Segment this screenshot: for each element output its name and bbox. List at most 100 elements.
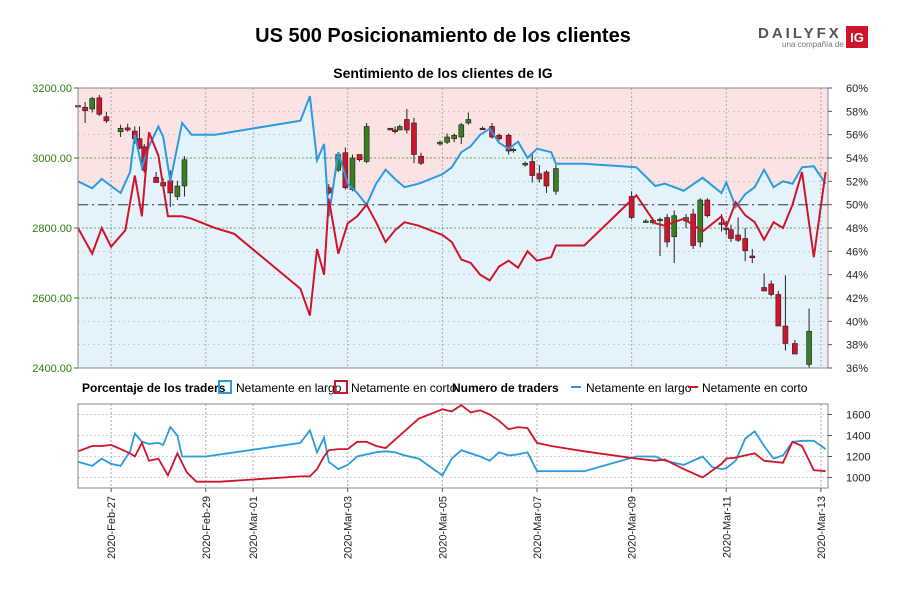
date-axis: 2020-Feb-27 2020-Feb-29 2020-Mar-01 2020-Ma… bbox=[106, 488, 828, 559]
candle-body bbox=[418, 155, 424, 164]
candle-body bbox=[704, 199, 711, 217]
chart-subtitle: Sentimiento de los clientes de IG bbox=[333, 65, 552, 81]
candle-body bbox=[153, 176, 159, 183]
percent-tick-label: 44% bbox=[846, 270, 868, 282]
price-tick-label: 2800.00 bbox=[32, 223, 72, 235]
candle bbox=[411, 117, 417, 164]
price-tick-label: 3200.00 bbox=[32, 83, 72, 95]
candle-body bbox=[510, 148, 517, 152]
candle-body bbox=[536, 173, 543, 180]
legend-pct-short-swatch bbox=[334, 380, 348, 394]
candle-body bbox=[761, 287, 767, 292]
candle-body bbox=[782, 325, 789, 344]
candle bbox=[479, 126, 486, 131]
candle bbox=[690, 208, 696, 249]
candle bbox=[363, 123, 370, 164]
candle-body bbox=[657, 218, 663, 222]
long-pct-line bbox=[77, 95, 827, 217]
legend-num-short-label: Netamente en corto bbox=[702, 381, 808, 395]
candle bbox=[728, 224, 734, 242]
candle bbox=[742, 228, 748, 262]
date-tick-label: 2020-Feb-29 bbox=[201, 496, 213, 559]
candle-body bbox=[671, 215, 678, 238]
count-tick-label: 1000 bbox=[846, 473, 870, 485]
count-tick-label: 1400 bbox=[846, 431, 870, 443]
long-pct-area bbox=[78, 96, 826, 368]
num-short-line bbox=[77, 403, 826, 483]
brand-logo: DAILYFX una compañía de IG bbox=[758, 25, 868, 49]
price-tick-label: 2600.00 bbox=[32, 293, 72, 305]
candle-body bbox=[167, 180, 174, 194]
price-tick-label: 3000.00 bbox=[32, 153, 72, 165]
candle-body bbox=[117, 127, 124, 133]
count-tick-label: 1600 bbox=[846, 410, 870, 422]
candle bbox=[387, 127, 394, 131]
candle-body bbox=[728, 229, 734, 239]
brand-badge bbox=[846, 26, 868, 48]
candle-body bbox=[124, 127, 131, 131]
legend-pct-title: Porcentaje de los traders bbox=[82, 381, 226, 395]
candle bbox=[465, 112, 472, 125]
candle-body bbox=[496, 134, 502, 140]
candle-body bbox=[643, 220, 649, 223]
candle bbox=[82, 102, 88, 123]
candle bbox=[418, 152, 424, 165]
date-tick-label: 2020-Mar-13 bbox=[816, 496, 828, 559]
percent-tick-label: 54% bbox=[846, 153, 868, 165]
candle-body bbox=[735, 234, 741, 241]
candle bbox=[96, 95, 103, 116]
candle-body bbox=[505, 134, 512, 152]
candle bbox=[522, 161, 528, 167]
candle-body bbox=[628, 196, 635, 218]
candle-body bbox=[664, 217, 670, 243]
candle-body bbox=[792, 343, 798, 355]
candle-body bbox=[89, 98, 95, 110]
candle-body bbox=[356, 154, 363, 161]
candle bbox=[356, 154, 363, 162]
legend-pct-long-swatch bbox=[218, 380, 232, 394]
candle bbox=[437, 140, 443, 146]
candle-body bbox=[174, 185, 181, 197]
candle-body bbox=[396, 126, 403, 131]
candle bbox=[761, 273, 767, 292]
candle bbox=[782, 275, 789, 351]
candle-body bbox=[451, 134, 457, 140]
candle bbox=[529, 154, 536, 183]
candle-body bbox=[103, 116, 110, 122]
num-long-line bbox=[77, 425, 827, 477]
candle bbox=[451, 133, 457, 143]
price-tick-label: 2400.00 bbox=[32, 363, 72, 375]
date-tick-label: 2020-Mar-07 bbox=[532, 496, 544, 559]
percent-tick-label: 48% bbox=[846, 223, 868, 235]
candle-body bbox=[404, 119, 410, 131]
candle-body bbox=[690, 213, 696, 246]
candle bbox=[392, 126, 398, 134]
percent-tick-label: 40% bbox=[846, 316, 868, 328]
candle bbox=[671, 210, 678, 263]
candle bbox=[628, 191, 635, 220]
candle bbox=[153, 172, 159, 183]
percent-tick-label: 52% bbox=[846, 176, 868, 188]
candle-body bbox=[387, 127, 394, 131]
percent-tick-label: 38% bbox=[846, 340, 868, 352]
candle bbox=[103, 111, 110, 123]
candle-body bbox=[479, 127, 486, 131]
short-pct-line bbox=[77, 131, 827, 316]
brand-name: DAILYFX bbox=[758, 25, 842, 42]
candle bbox=[704, 198, 711, 218]
candle bbox=[124, 123, 131, 132]
candle-body bbox=[543, 171, 550, 187]
candle-body bbox=[181, 159, 188, 187]
percent-tick-label: 60% bbox=[846, 83, 868, 95]
candle bbox=[496, 133, 502, 141]
legend: Porcentaje de los traders Netamente en l… bbox=[82, 380, 808, 395]
legend-pct-short-label: Netamente en corto bbox=[351, 381, 457, 395]
candle-body bbox=[806, 330, 812, 365]
candle bbox=[543, 170, 550, 193]
candle bbox=[505, 133, 512, 155]
candle-body bbox=[697, 199, 704, 243]
candle bbox=[404, 109, 410, 134]
date-tick-label: 2020-Feb-27 bbox=[106, 496, 118, 559]
candle bbox=[768, 280, 775, 297]
